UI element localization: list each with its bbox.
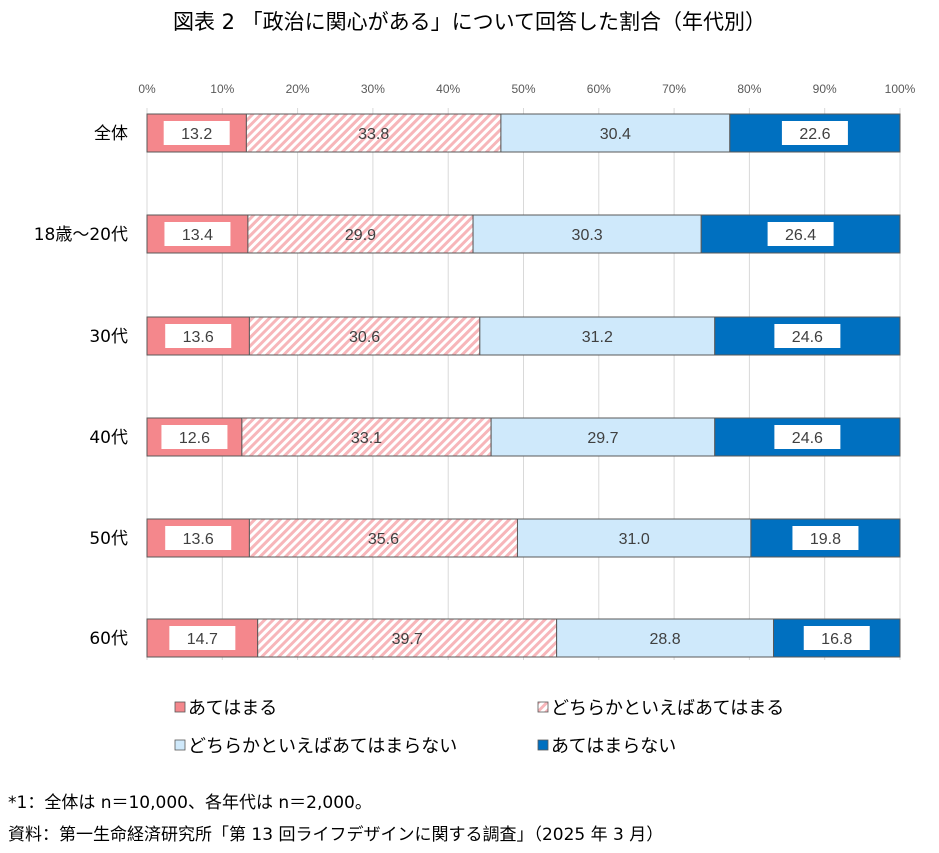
data-label-box xyxy=(169,626,236,650)
data-label: 26.4 xyxy=(785,227,816,244)
data-label: 33.1 xyxy=(351,430,382,447)
data-label: 29.9 xyxy=(345,227,376,244)
legend-label: どちらかといえばあてはまる xyxy=(551,698,784,719)
bar-segment xyxy=(248,518,518,558)
data-label: 30.6 xyxy=(349,329,380,346)
data-label: 35.6 xyxy=(368,531,399,548)
data-label: 30.3 xyxy=(572,227,603,244)
bar-segment xyxy=(248,316,481,356)
bar-segment xyxy=(479,316,716,356)
x-tick-label: 40% xyxy=(436,82,460,96)
data-label-box xyxy=(767,222,834,246)
data-label: 13.6 xyxy=(183,329,214,346)
x-tick-label: 80% xyxy=(737,82,761,96)
legend-swatch xyxy=(174,701,186,713)
x-tick-label: 90% xyxy=(813,82,837,96)
bar-segment xyxy=(247,214,474,254)
data-label-box xyxy=(164,222,231,246)
bar-segment xyxy=(245,113,502,153)
data-label-box xyxy=(803,626,870,650)
category-label: 40代 xyxy=(89,428,128,448)
data-label-box xyxy=(774,324,841,348)
data-label: 31.2 xyxy=(582,329,613,346)
category-label: 全体 xyxy=(94,124,128,144)
data-label: 31.0 xyxy=(619,531,650,548)
data-label: 29.7 xyxy=(587,430,618,447)
data-label: 16.8 xyxy=(821,631,852,648)
data-label: 12.6 xyxy=(179,430,210,447)
x-tick-label: 60% xyxy=(587,82,611,96)
x-tick-label: 30% xyxy=(361,82,385,96)
bar-segment xyxy=(490,417,716,457)
category-label: 18歳～20代 xyxy=(34,225,128,245)
x-tick-label: 70% xyxy=(662,82,686,96)
legend-label: あてはまる xyxy=(188,698,277,719)
category-label: 60代 xyxy=(89,629,128,649)
category-label: 30代 xyxy=(89,327,128,347)
x-tick-label: 100% xyxy=(885,82,916,96)
data-label: 13.6 xyxy=(183,531,214,548)
legend-swatch xyxy=(537,701,549,713)
legend-swatch xyxy=(174,739,186,751)
legend-label: あてはまらない xyxy=(551,736,676,757)
data-label-box xyxy=(774,425,841,449)
data-label: 14.7 xyxy=(187,631,218,648)
data-label-box xyxy=(165,526,232,550)
data-label-box xyxy=(792,526,859,550)
data-label-box xyxy=(781,121,848,145)
bar-segment xyxy=(500,113,731,153)
bar-segment xyxy=(556,618,774,658)
x-tick-label: 20% xyxy=(286,82,310,96)
x-tick-label: 0% xyxy=(138,82,156,96)
data-label: 30.4 xyxy=(600,126,631,143)
data-label: 24.6 xyxy=(792,430,823,447)
legend-label: どちらかといえばあてはまらない xyxy=(188,736,457,757)
x-tick-label: 50% xyxy=(511,82,535,96)
data-label: 13.4 xyxy=(182,227,213,244)
data-label: 39.7 xyxy=(392,631,423,648)
legend-swatch xyxy=(537,739,549,751)
x-tick-label: 10% xyxy=(210,82,234,96)
data-label: 13.2 xyxy=(181,126,212,143)
data-label: 33.8 xyxy=(358,126,389,143)
bar-segment xyxy=(472,214,702,254)
note-sample-size: *1：全体は n＝10,000、各年代は n＝2,000。 xyxy=(8,793,372,813)
data-label: 28.8 xyxy=(649,631,680,648)
data-label-box xyxy=(161,425,228,449)
data-label: 22.6 xyxy=(799,126,830,143)
note-source: 資料：第一生命経済研究所「第 13 回ライフデザインに関する調査」（2025 年… xyxy=(8,825,664,845)
data-label: 24.6 xyxy=(792,329,823,346)
category-label: 50代 xyxy=(89,529,128,549)
bar-segment xyxy=(257,618,558,658)
data-label: 19.8 xyxy=(810,531,841,548)
data-label-box xyxy=(165,324,232,348)
data-label-box xyxy=(163,121,230,145)
chart-title: 図表 2 「政治に関心がある」について回答した割合（年代別） xyxy=(172,10,767,34)
